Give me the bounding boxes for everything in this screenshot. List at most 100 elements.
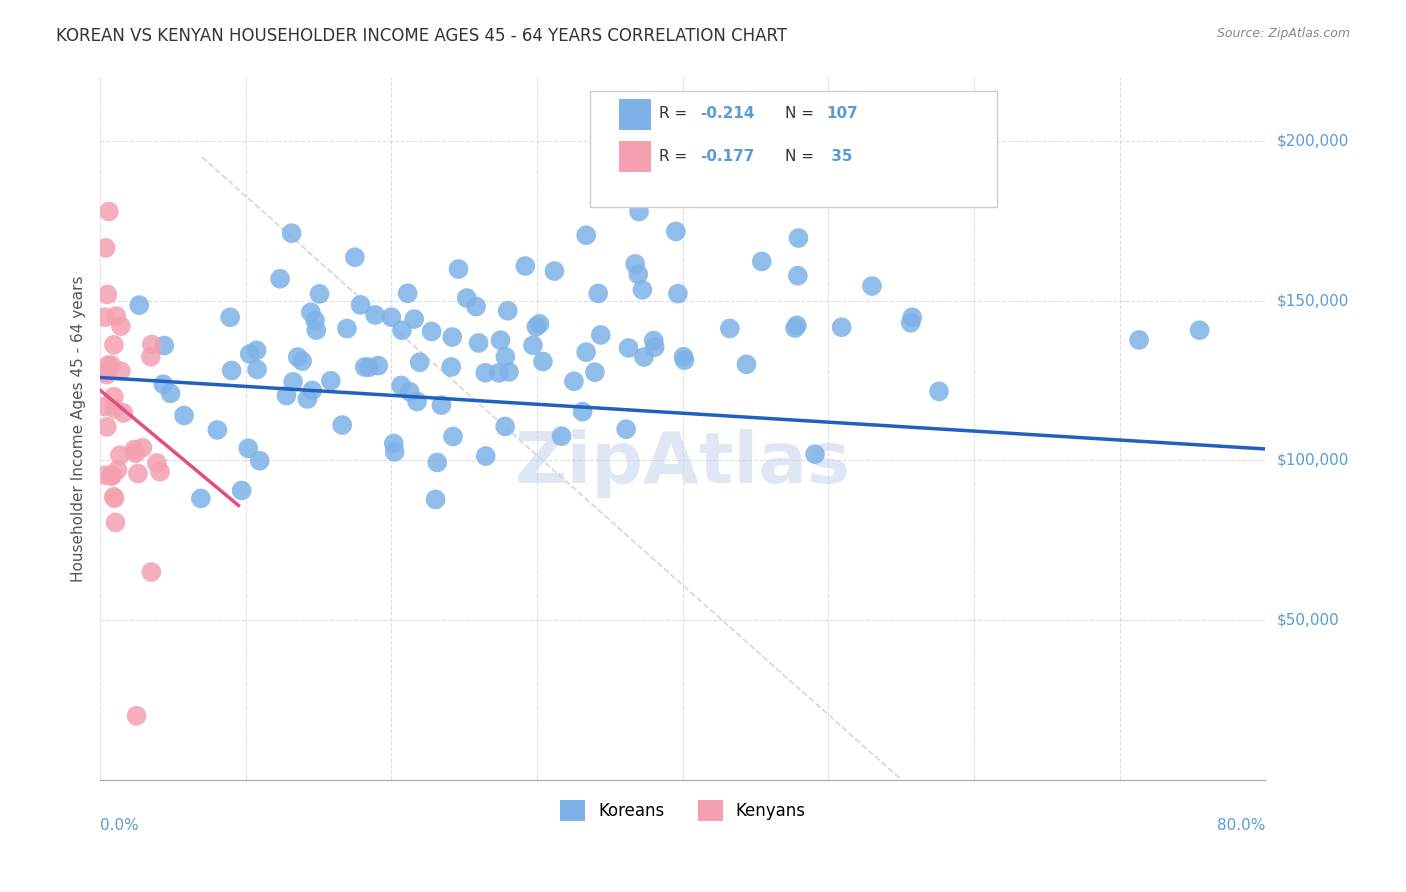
Point	[1128, 333, 1150, 347]
Point	[308, 286, 330, 301]
Legend: Koreans, Kenyans: Koreans, Kenyans	[553, 794, 813, 828]
Point	[276, 388, 298, 402]
Point	[465, 300, 488, 314]
Point	[103, 491, 125, 506]
Point	[496, 303, 519, 318]
Point	[301, 384, 323, 398]
Point	[531, 354, 554, 368]
Point	[430, 398, 453, 412]
Point	[474, 449, 496, 463]
Point	[94, 310, 117, 325]
Point	[353, 359, 375, 374]
Point	[152, 377, 174, 392]
Point	[408, 355, 430, 369]
Point	[107, 463, 129, 477]
Point	[543, 264, 565, 278]
Point	[420, 325, 443, 339]
Point	[101, 468, 124, 483]
Point	[673, 353, 696, 368]
FancyBboxPatch shape	[589, 92, 997, 207]
Point	[735, 357, 758, 371]
Point	[97, 204, 120, 219]
Point	[631, 283, 654, 297]
Point	[104, 401, 127, 416]
Point	[219, 310, 242, 325]
Bar	[619, 98, 651, 130]
Point	[474, 366, 496, 380]
Point	[207, 423, 229, 437]
Point	[644, 340, 666, 354]
Point	[614, 422, 637, 436]
Point	[291, 354, 314, 368]
Point	[269, 272, 291, 286]
Point	[110, 364, 132, 378]
Point	[524, 319, 547, 334]
Point	[488, 366, 510, 380]
Point	[93, 365, 115, 379]
Point	[633, 350, 655, 364]
Point	[221, 363, 243, 377]
Point	[349, 298, 371, 312]
Point	[586, 286, 609, 301]
Text: Source: ZipAtlas.com: Source: ZipAtlas.com	[1216, 27, 1350, 40]
Point	[515, 259, 537, 273]
Point	[404, 312, 426, 326]
Point	[141, 337, 163, 351]
Point	[239, 347, 262, 361]
Point	[1188, 323, 1211, 337]
Point	[305, 323, 328, 337]
Point	[124, 446, 146, 460]
Point	[304, 313, 326, 327]
Point	[787, 231, 810, 245]
Point	[319, 374, 342, 388]
Point	[127, 467, 149, 481]
Point	[627, 267, 650, 281]
Point	[330, 418, 353, 433]
Point	[283, 375, 305, 389]
Text: -0.177: -0.177	[700, 149, 755, 163]
Point	[280, 226, 302, 240]
Text: R =: R =	[659, 149, 693, 163]
Point	[105, 309, 128, 323]
Text: N =: N =	[786, 106, 820, 121]
Point	[139, 350, 162, 364]
Point	[125, 708, 148, 723]
Point	[249, 454, 271, 468]
Point	[100, 358, 122, 372]
Point	[494, 419, 516, 434]
Point	[149, 465, 172, 479]
Point	[110, 319, 132, 334]
Text: KOREAN VS KENYAN HOUSEHOLDER INCOME AGES 45 - 64 YEARS CORRELATION CHART: KOREAN VS KENYAN HOUSEHOLDER INCOME AGES…	[56, 27, 787, 45]
Text: 35: 35	[827, 149, 852, 163]
Point	[425, 492, 447, 507]
Point	[624, 257, 647, 271]
Text: $150,000: $150,000	[1277, 293, 1348, 309]
Point	[104, 516, 127, 530]
Point	[589, 327, 612, 342]
Point	[190, 491, 212, 506]
Point	[153, 338, 176, 352]
Point	[103, 490, 125, 504]
Point	[94, 241, 117, 255]
Point	[900, 316, 922, 330]
Point	[141, 565, 163, 579]
Text: 80.0%: 80.0%	[1218, 818, 1265, 833]
Point	[357, 360, 380, 375]
Point	[382, 436, 405, 450]
Point	[786, 318, 808, 333]
Point	[529, 317, 551, 331]
Point	[94, 468, 117, 483]
Point	[575, 345, 598, 359]
Point	[804, 447, 827, 461]
Point	[103, 390, 125, 404]
Point	[467, 335, 489, 350]
Point	[617, 341, 640, 355]
Point	[550, 429, 572, 443]
Point	[100, 469, 122, 483]
Point	[666, 286, 689, 301]
Point	[146, 456, 169, 470]
Point	[447, 262, 470, 277]
Point	[238, 442, 260, 456]
Point	[108, 448, 131, 462]
Text: 0.0%: 0.0%	[100, 818, 139, 833]
